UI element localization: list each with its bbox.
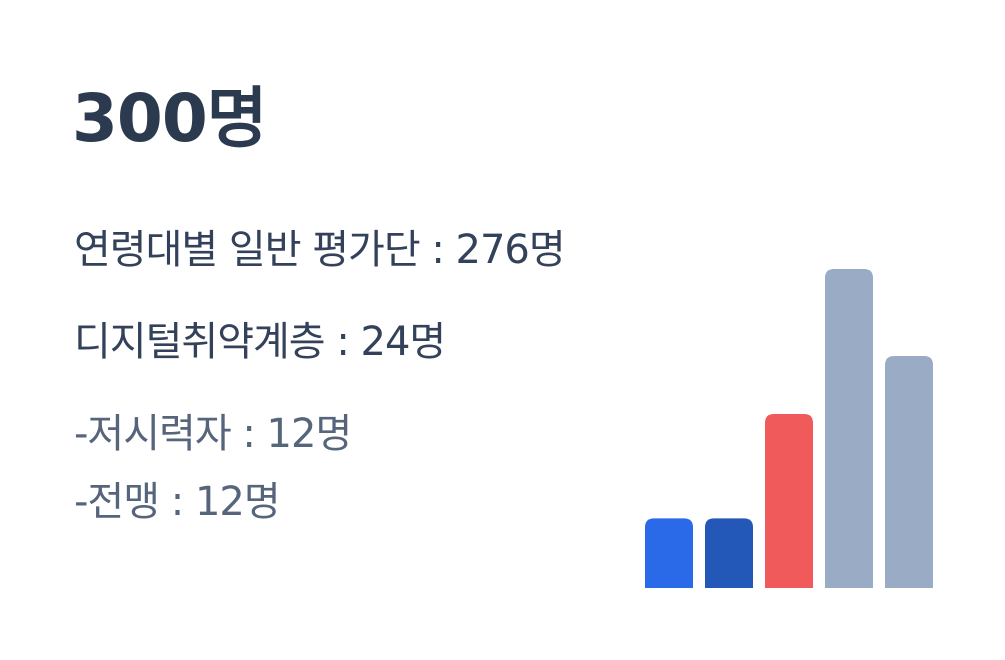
bar-5 [885,356,933,588]
total-count: 300명 [72,80,267,157]
bar-2 [705,518,753,588]
digital-vulnerable-count: 디지털취약계층 : 24명 [74,319,446,365]
low-vision-count: -저시력자 : 12명 [74,411,352,457]
bar-3 [765,414,813,588]
blind-count: -전맹 : 12명 [74,479,281,525]
general-panel-count: 연령대별 일반 평가단 : 276명 [74,227,566,273]
bar-4 [825,269,873,588]
bar-1 [645,518,693,588]
bar-chart [645,269,933,588]
